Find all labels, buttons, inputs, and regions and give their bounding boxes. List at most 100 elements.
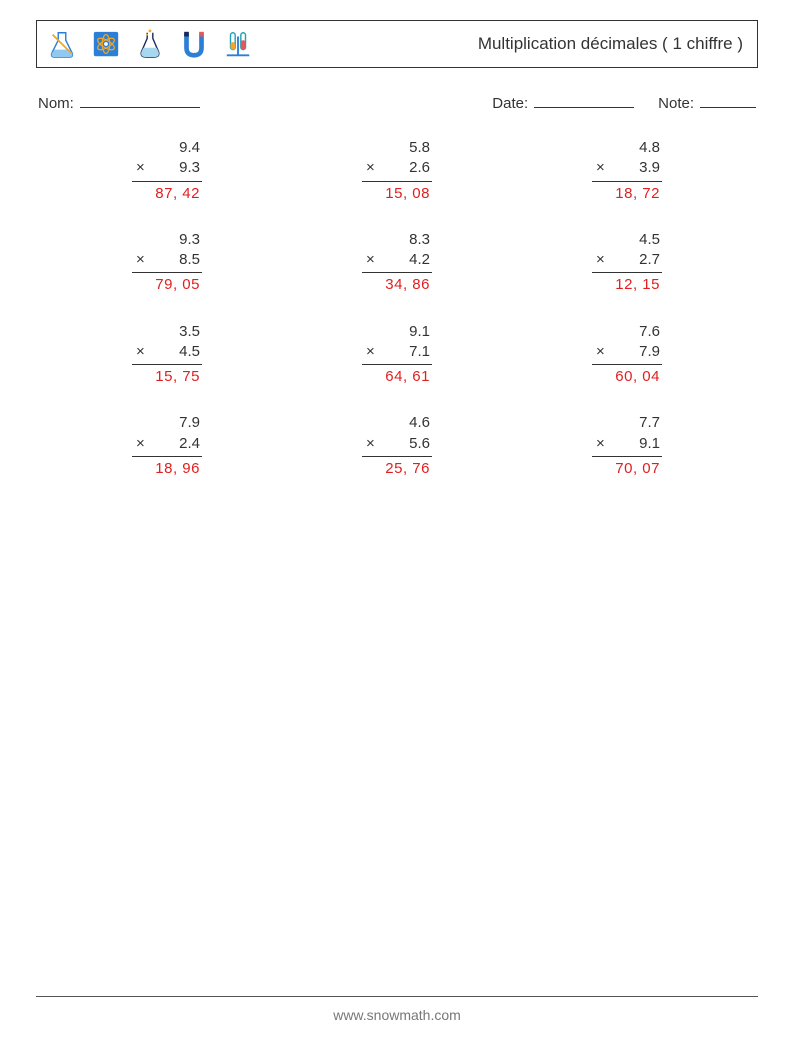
name-blank — [80, 94, 200, 108]
operator: × — [592, 158, 605, 178]
operand-b-row: × 4.2 — [362, 250, 432, 273]
operand-b-row: × 9.3 — [132, 158, 202, 181]
problem-stack: 9.1× 7.1 64, 61 — [362, 322, 432, 388]
problem-stack: 8.3× 4.2 34, 86 — [362, 230, 432, 296]
operand-a: 7.7 — [592, 413, 662, 433]
operand-a: 4.8 — [592, 138, 662, 158]
operand-a: 4.5 — [592, 230, 662, 250]
header-box: Multiplication décimales ( 1 chiffre ) — [36, 20, 758, 68]
operator: × — [592, 434, 605, 454]
problem-stack: 5.8× 2.6 15, 08 — [362, 138, 432, 204]
problems-grid: 9.4×9.387, 425.8×2.615, 084.8×3.918, 729… — [36, 138, 758, 479]
operand-b-row: ×7.9 — [592, 342, 662, 365]
name-label: Nom: — [38, 95, 74, 112]
footer-divider — [36, 996, 758, 997]
problem: 5.8× 2.6 15, 08 — [302, 138, 492, 204]
problem: 7.6×7.960, 04 — [532, 322, 722, 388]
answer: 15, 08 — [362, 182, 432, 204]
magnet-icon — [177, 27, 211, 61]
problem: 3.5×4.515, 75 — [72, 322, 262, 388]
problem-stack: 4.6× 5.6 25, 76 — [362, 413, 432, 479]
operand-b: 2.4 — [179, 435, 200, 452]
problem: 7.9× 2.4 18, 96 — [72, 413, 262, 479]
problem-stack: 9.4× 9.3 87, 42 — [132, 138, 202, 204]
operand-b-row: × 4.5 — [132, 342, 202, 365]
answer: 18, 72 — [592, 182, 662, 204]
answer: 12, 15 — [592, 273, 662, 295]
operator: × — [132, 250, 145, 270]
answer: 25, 76 — [362, 457, 432, 479]
operand-a: 9.3 — [132, 230, 202, 250]
atom-icon — [89, 27, 123, 61]
worksheet-page: Multiplication décimales ( 1 chiffre ) N… — [0, 0, 794, 1053]
answer: 70, 07 — [592, 457, 662, 479]
answer: 79, 05 — [132, 273, 202, 295]
operator: × — [362, 342, 375, 362]
operator: × — [592, 250, 605, 270]
beaker-icon — [45, 27, 79, 61]
operand-a: 9.4 — [132, 138, 202, 158]
date-blank — [534, 94, 634, 108]
operand-b: 3.9 — [639, 159, 660, 176]
answer: 60, 04 — [592, 365, 662, 387]
operand-b-row: × 3.9 — [592, 158, 662, 181]
operator: × — [132, 342, 145, 362]
meta-name: Nom: — [38, 94, 200, 112]
operand-b-row: × 8.5 — [132, 250, 202, 273]
operator: × — [362, 250, 375, 270]
operand-b-row: ×2.7 — [592, 250, 662, 273]
answer: 87, 42 — [132, 182, 202, 204]
answer: 34, 86 — [362, 273, 432, 295]
note-label: Note: — [658, 95, 694, 112]
operand-a: 9.1 — [362, 322, 432, 342]
problem: 4.6× 5.6 25, 76 — [302, 413, 492, 479]
problem-stack: 7.6×7.960, 04 — [592, 322, 662, 388]
operand-a: 7.6 — [592, 322, 662, 342]
note-blank — [700, 94, 756, 108]
operand-b: 4.2 — [409, 251, 430, 268]
problem: 8.3× 4.2 34, 86 — [302, 230, 492, 296]
operand-b: 9.3 — [179, 159, 200, 176]
problem-stack: 9.3× 8.5 79, 05 — [132, 230, 202, 296]
operand-a: 5.8 — [362, 138, 432, 158]
flask-icon — [133, 27, 167, 61]
operand-b-row: × 9.1 — [592, 434, 662, 457]
problem-stack: 3.5×4.515, 75 — [132, 322, 202, 388]
footer-text: www.snowmath.com — [333, 1007, 461, 1023]
operand-b: 7.9 — [639, 343, 660, 360]
answer: 64, 61 — [362, 365, 432, 387]
operand-b: 7.1 — [409, 343, 430, 360]
operator: × — [362, 434, 375, 454]
problem: 4.8× 3.9 18, 72 — [532, 138, 722, 204]
operand-b: 4.5 — [179, 343, 200, 360]
problem: 9.3× 8.5 79, 05 — [72, 230, 262, 296]
operand-b-row: × 5.6 — [362, 434, 432, 457]
footer: www.snowmath.com — [0, 996, 794, 1023]
operand-a: 3.5 — [132, 322, 202, 342]
answer: 18, 96 — [132, 457, 202, 479]
operand-b-row: × 2.4 — [132, 434, 202, 457]
operator: × — [132, 158, 145, 178]
problem-stack: 7.9× 2.4 18, 96 — [132, 413, 202, 479]
operator: × — [132, 434, 145, 454]
operand-a: 4.6 — [362, 413, 432, 433]
problem: 9.4× 9.3 87, 42 — [72, 138, 262, 204]
operand-a: 8.3 — [362, 230, 432, 250]
problem: 9.1× 7.1 64, 61 — [302, 322, 492, 388]
operand-b: 5.6 — [409, 435, 430, 452]
operand-a: 7.9 — [132, 413, 202, 433]
problem-stack: 4.5×2.712, 15 — [592, 230, 662, 296]
problem-stack: 7.7× 9.1 70, 07 — [592, 413, 662, 479]
operand-b: 2.6 — [409, 159, 430, 176]
problem-stack: 4.8× 3.9 18, 72 — [592, 138, 662, 204]
operand-b-row: × 2.6 — [362, 158, 432, 181]
operand-b: 9.1 — [639, 435, 660, 452]
testtubes-icon — [221, 27, 255, 61]
operand-b: 8.5 — [179, 251, 200, 268]
operator: × — [362, 158, 375, 178]
problem: 7.7× 9.1 70, 07 — [532, 413, 722, 479]
meta-row: Nom: Date: Note: — [36, 94, 758, 112]
header-icons — [45, 27, 255, 61]
worksheet-title: Multiplication décimales ( 1 chiffre ) — [478, 34, 743, 54]
date-label: Date: — [492, 95, 528, 112]
